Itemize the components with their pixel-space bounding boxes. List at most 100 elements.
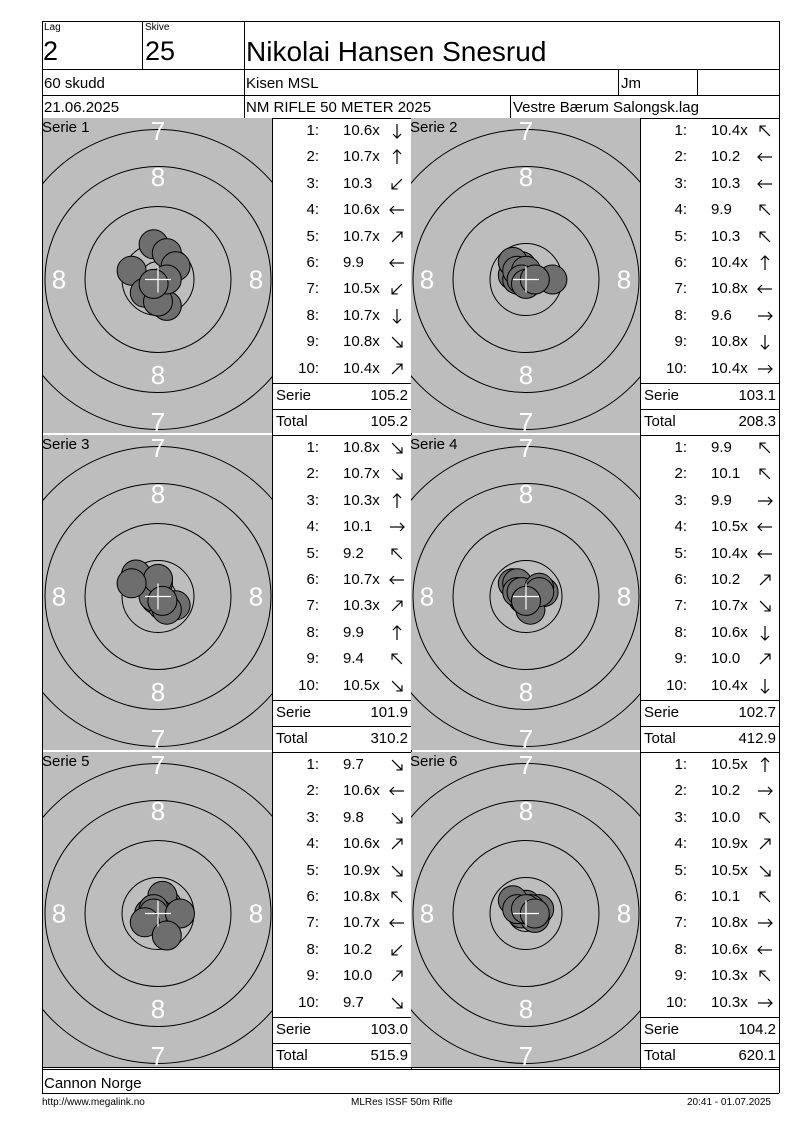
target-ring [412,166,640,393]
shot-number: 7: [306,597,319,615]
shot-row: 4: 9.9 [641,201,779,218]
direction-arrow-icon [757,522,772,532]
shot-row: 2: 10.1 [641,465,779,482]
serie-sum-row: Serie 105.2 [273,387,411,404]
direction-arrow-icon [391,997,403,1009]
lag-label: Lag [44,22,61,33]
shot-hit [147,585,178,616]
target-ring [489,560,563,633]
shot-number: 9: [306,967,319,985]
shot-row: 4: 10.1 [273,518,411,535]
shot-row: 2: 10.2 [641,148,779,165]
shot-number: 9: [674,333,687,351]
website-link[interactable]: http://www.megalink.no [42,1097,145,1108]
shot-score: 10.4x [711,544,748,562]
shot-score: 10.8x [711,333,748,351]
total-sum-value: 412.9 [738,730,776,747]
serie-sum-value: 103.0 [370,1021,408,1038]
shot-number: 2: [306,782,319,800]
total-sum-label: Total [644,413,676,430]
shot-row: 7: 10.3x [273,597,411,614]
competition-date: 21.06.2025 [44,99,120,116]
shot-score: 10.4x [711,359,748,377]
direction-arrow-icon [759,601,771,612]
total-sum-row: Total 515.9 [273,1047,411,1064]
shot-score: 10.7x [343,571,380,588]
direction-arrow-icon [391,469,403,480]
ring-number-seven: 7 [151,752,165,780]
direction-arrow-icon [391,548,403,559]
shot-number: 6: [306,888,319,905]
shot-score: 10.4x [711,254,748,271]
target-ring [452,523,600,670]
class-code: Jm [621,75,641,92]
ring-number-eight: 8 [617,582,631,612]
shot-number: 3: [306,808,319,826]
target-ring [489,877,563,950]
serie-sum-value: 102.7 [738,704,776,721]
shot-row: 8: 10.2 [273,941,411,958]
shot-number: 8: [674,306,687,324]
shot-score: 10.6x [343,122,380,139]
shot-score: 10.9x [343,861,380,879]
shot-score: 10.5x [343,676,380,694]
shot-score: 10.6x [711,623,748,641]
ring-number-seven: 7 [151,435,165,463]
target-ring [412,483,640,710]
direction-arrow-icon [757,284,772,294]
shot-number: 4: [674,835,687,853]
direction-arrow-icon [759,204,771,216]
serie-label: Serie 5 [42,753,90,770]
shot-row: 6: 10.1 [641,888,779,905]
shot-number: 4: [674,518,687,536]
shot-score: 10.7x [343,148,380,166]
shot-row: 10: 9.7 [273,994,411,1011]
direction-arrow-icon [758,311,773,321]
shot-hit [138,268,169,299]
direction-arrow-icon [391,891,403,903]
direction-arrow-icon [391,838,403,850]
ring-number-eight: 8 [249,582,263,612]
serie-sum-label: Serie [644,387,680,404]
direction-arrow-icon [757,152,772,162]
shot-row: 1: 10.6x [273,122,411,139]
target-ring [412,800,640,1027]
target-svg: 7 8 8 7 8 8 [43,752,272,1067]
club-name: Kisen MSL [246,75,319,92]
shot-score: 9.9 [711,439,732,456]
direction-arrow-icon [391,680,403,692]
direction-arrow-icon [389,258,404,268]
serie-sum-label: Serie [644,704,680,721]
total-sum-value: 105.2 [370,413,408,430]
shot-score: 10.6x [343,835,380,853]
shot-number: 2: [674,148,687,166]
shot-number: 1: [306,756,319,773]
total-sum-label: Total [276,413,308,430]
shot-hit [116,568,147,599]
direction-arrow-icon [392,149,402,165]
target-ring [121,560,195,633]
direction-arrow-icon [391,812,403,824]
shot-row: 6: 10.8x [273,888,411,905]
shot-number: 1: [306,439,319,456]
ring-number-eight: 8 [420,899,434,929]
shot-score: 10.5x [711,861,748,879]
shot-score: 10.7x [711,597,748,615]
shot-number: 5: [674,544,687,562]
target-ring [44,800,272,1027]
shot-score: 10.4x [711,676,748,694]
shot-score: 10.2 [711,782,741,800]
shot-number: 8: [306,940,319,958]
ring-number-seven: 7 [151,407,165,433]
direction-arrow-icon [759,125,771,137]
ring-number-eight: 8 [151,479,165,509]
shot-number: 5: [306,544,319,562]
direction-arrow-icon [392,308,402,324]
shot-row: 9: 10.8x [641,333,779,350]
shot-row: 2: 10.7x [273,148,411,165]
shot-number: 6: [306,571,319,588]
shot-score: 10.9x [711,835,748,853]
target-card: 7 8 8 7 8 8 [43,752,272,1067]
ring-number-eight: 8 [519,677,533,707]
skive-label: Skive [145,22,170,33]
